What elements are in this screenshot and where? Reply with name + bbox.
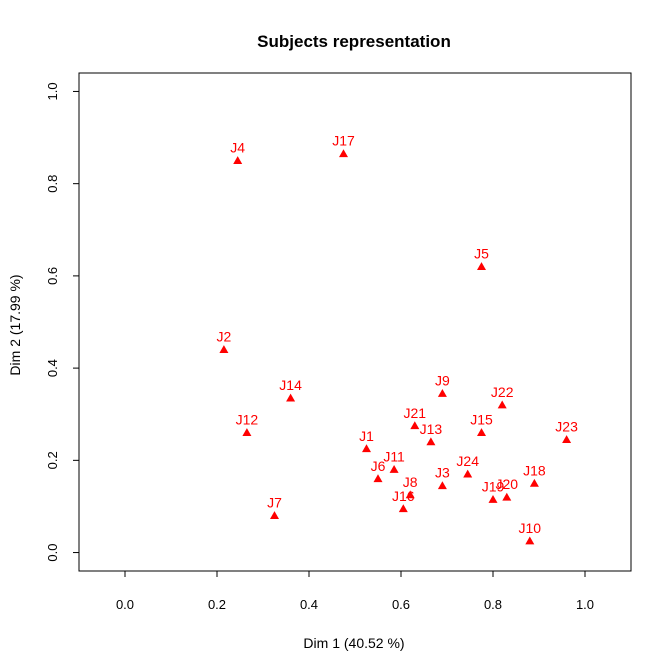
data-point-marker bbox=[373, 474, 383, 483]
data-point-label: J13 bbox=[420, 421, 443, 437]
data-point-label: J24 bbox=[456, 453, 479, 469]
plot-area-frame bbox=[78, 72, 632, 572]
data-point-marker bbox=[525, 536, 535, 545]
data-point-marker bbox=[362, 444, 371, 453]
y-tick-label: 0.4 bbox=[45, 359, 60, 377]
data-point-marker bbox=[389, 465, 399, 473]
data-point-marker bbox=[437, 388, 447, 397]
data-point-marker bbox=[410, 421, 420, 430]
data-point-marker bbox=[426, 437, 436, 446]
data-point-marker bbox=[477, 262, 486, 271]
x-axis-label: Dim 1 (40.52 %) bbox=[303, 635, 404, 651]
data-point-label: J10 bbox=[519, 520, 542, 536]
data-point-marker bbox=[562, 435, 572, 443]
data-point-marker bbox=[477, 428, 486, 437]
data-point-label: J8 bbox=[403, 474, 418, 490]
data-point-marker bbox=[286, 393, 296, 402]
data-point-label: J21 bbox=[404, 405, 427, 421]
data-point-marker bbox=[339, 149, 348, 158]
data-point-label: J9 bbox=[435, 372, 450, 388]
data-point-label: J16 bbox=[392, 488, 415, 504]
data-point-marker bbox=[502, 492, 512, 501]
x-tick-label: 0.8 bbox=[484, 597, 502, 612]
data-point-label: J7 bbox=[267, 495, 282, 511]
data-point-label: J18 bbox=[523, 462, 546, 478]
y-axis: 0.0 0.2 0.4 0.6 0.8 1.0 bbox=[45, 82, 79, 562]
data-point-marker bbox=[437, 481, 447, 490]
data-point-label: J5 bbox=[474, 246, 489, 262]
chart-title: Subjects representation bbox=[257, 32, 451, 51]
x-tick-label: 0.0 bbox=[116, 597, 134, 612]
data-point-marker bbox=[242, 428, 252, 437]
data-point-label: J19 bbox=[482, 479, 505, 495]
x-axis: 0.0 0.2 0.4 0.6 0.8 1.0 bbox=[116, 571, 594, 612]
data-point-marker bbox=[488, 495, 498, 503]
data-point-label: J2 bbox=[217, 329, 232, 345]
data-point-label: J20 bbox=[496, 476, 519, 492]
x-tick-label: 0.6 bbox=[392, 597, 410, 612]
data-point-label: J12 bbox=[236, 412, 259, 428]
data-point-label: J14 bbox=[279, 377, 302, 393]
data-point-marker bbox=[233, 156, 243, 164]
data-point-marker bbox=[463, 469, 473, 478]
data-point-marker bbox=[219, 345, 229, 354]
data-point-label: J6 bbox=[371, 458, 386, 474]
data-point-marker bbox=[398, 504, 408, 513]
x-tick-label: 1.0 bbox=[576, 597, 594, 612]
y-axis-label: Dim 2 (17.99 %) bbox=[7, 274, 23, 375]
x-tick-label: 0.2 bbox=[208, 597, 226, 612]
y-tick-label: 0.2 bbox=[45, 451, 60, 469]
data-point-label: J11 bbox=[383, 449, 405, 465]
data-point-label: J22 bbox=[491, 384, 514, 400]
data-point-label: J3 bbox=[435, 465, 450, 481]
y-tick-label: 0.6 bbox=[45, 267, 60, 285]
x-tick-label: 0.4 bbox=[300, 597, 318, 612]
data-point-label: J15 bbox=[470, 412, 493, 428]
data-point-marker bbox=[529, 478, 539, 487]
data-point-label: J17 bbox=[332, 133, 355, 149]
y-tick-label: 0.0 bbox=[45, 544, 60, 562]
data-point-marker bbox=[497, 400, 507, 409]
data-point-marker bbox=[405, 490, 415, 499]
data-point-label: J1 bbox=[359, 428, 374, 444]
y-tick-label: 1.0 bbox=[45, 82, 60, 100]
y-tick-label: 0.8 bbox=[45, 175, 60, 193]
data-points: J1 J2 J3 J4 J5 J6 J7 J8 J9 J10 J11 J12 J13 J14 J15 J16 J… bbox=[217, 133, 578, 545]
data-point-label: J23 bbox=[555, 419, 578, 435]
data-point-label: J4 bbox=[230, 140, 245, 156]
data-point-marker bbox=[270, 511, 279, 520]
